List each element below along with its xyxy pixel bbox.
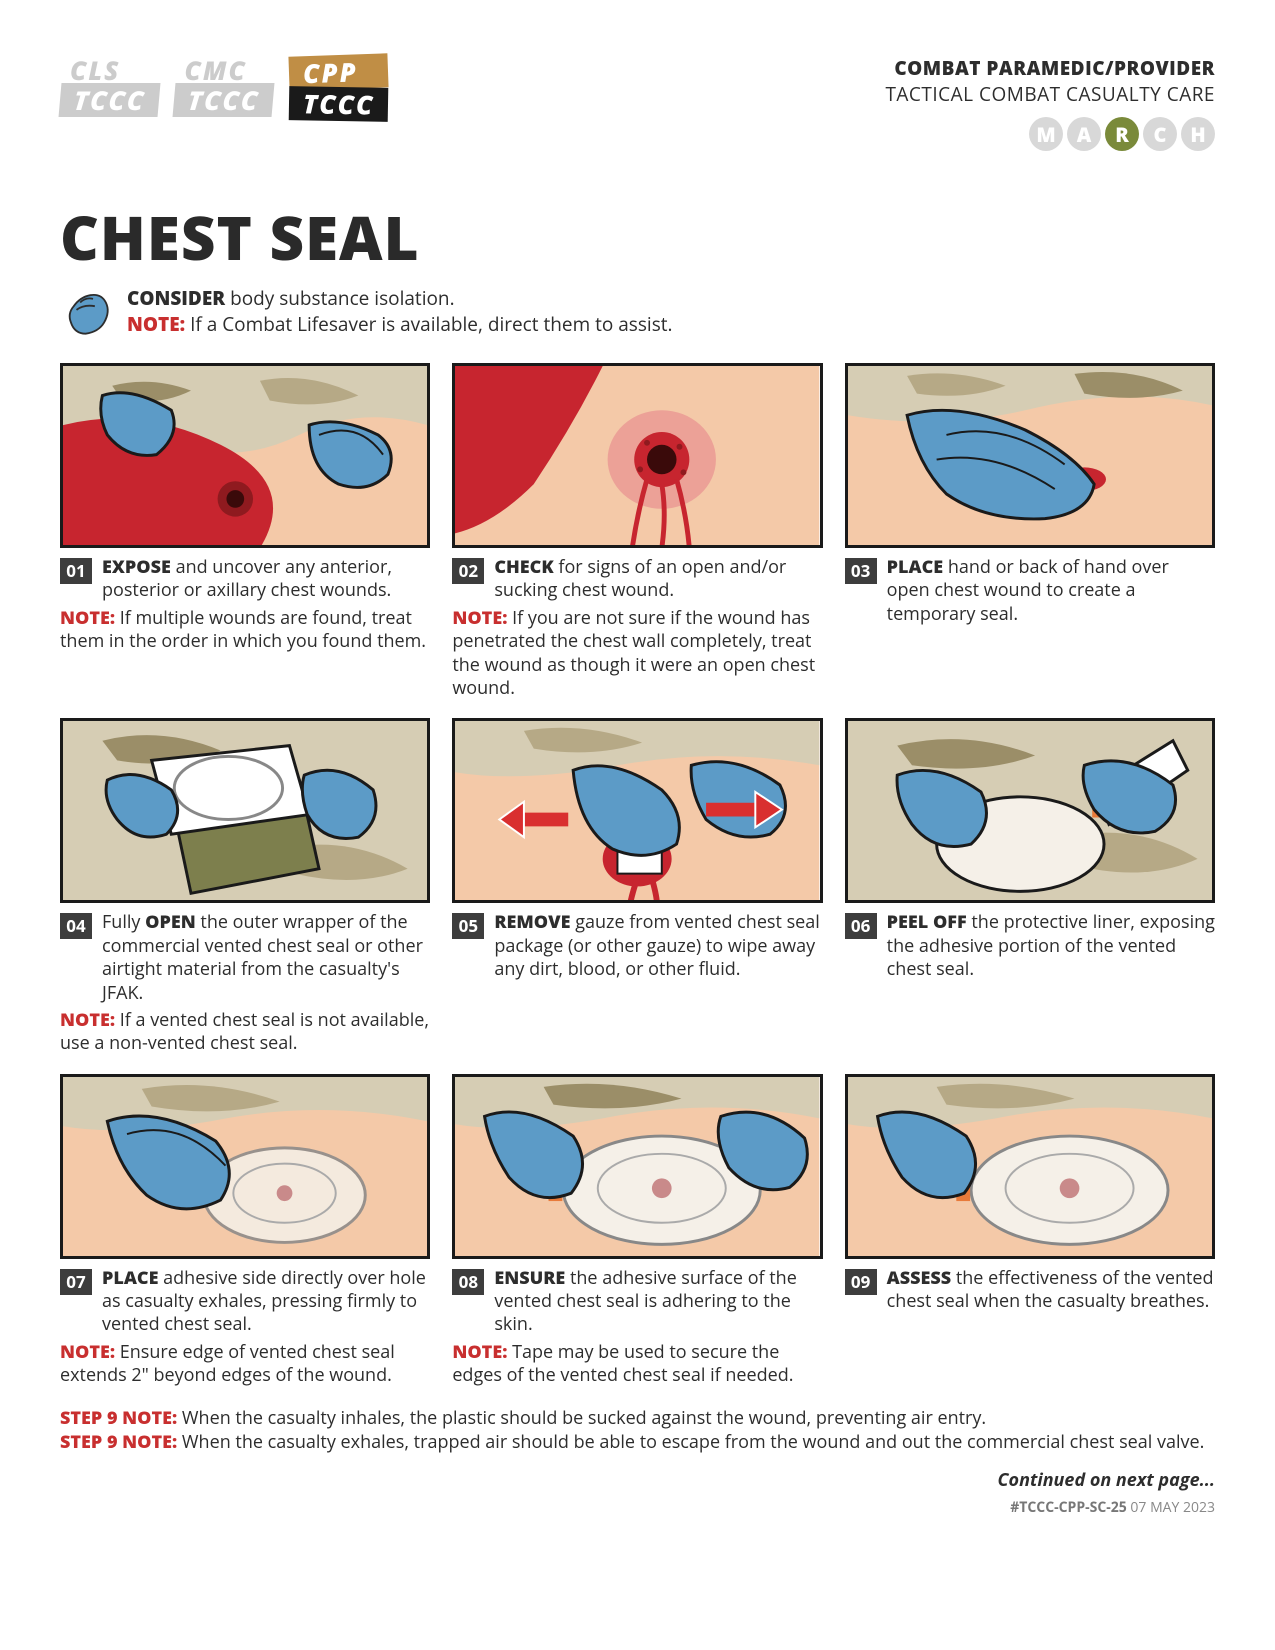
consider-rest: body substance isolation. [225,285,454,311]
step-note: NOTE: If you are not sure if the wound h… [452,607,822,701]
badge-top: CLS [60,55,159,85]
badge-bot: TCCC [289,86,389,122]
consider-bold: CONSIDER [127,285,225,311]
intro-note-rest: If a Combat Lifesaver is available, dire… [185,311,672,337]
step-number: 05 [452,913,484,939]
step-image [845,1074,1215,1259]
step-image [60,363,430,548]
step-text: PLACE hand or back of hand over open che… [887,556,1215,626]
step-text: Fully OPEN the outer wrapper of the comm… [102,911,430,1005]
bottom-note-text: When the casualty inhales, the plastic s… [177,1406,986,1430]
intro-note-label: NOTE: [127,311,185,337]
header-line1: COMBAT PARAMEDIC/PROVIDER [885,55,1215,81]
badge-bot: TCCC [173,83,275,117]
step-text: ENSURE the adhesive surface of the vente… [494,1267,822,1337]
march-r: R [1105,117,1139,151]
step-number: 06 [845,913,877,939]
step-note: NOTE: If a vented chest seal is not avai… [60,1009,430,1056]
step-05: 05 REMOVE gauze from vented chest seal p… [452,718,822,1055]
steps-grid: 01 EXPOSE and uncover any anterior, post… [60,363,1215,1388]
glove-icon [60,286,115,341]
badge-cpp: CPP TCCC [289,55,388,121]
badge-row: CLS TCCC CMC TCCC CPP TCCC [60,55,388,121]
step-02: 02 CHECK for signs of an open and/or suc… [452,363,822,700]
header-line2: TACTICAL COMBAT CASUALTY CARE [885,81,1215,107]
badge-top: CMC [174,55,273,85]
footer-code: #TCCC-CPP-SC-25 [1010,1498,1127,1517]
footer: #TCCC-CPP-SC-25 07 MAY 2023 [60,1498,1215,1517]
step-09: 09 ASSESS the effectiveness of the vente… [845,1074,1215,1388]
step-image [845,363,1215,548]
page-title: CHEST SEAL [60,196,1215,278]
header: CLS TCCC CMC TCCC CPP TCCC COMBAT PARAME… [60,55,1215,151]
step-number: 01 [60,558,92,584]
march-a: A [1067,117,1101,151]
step-text: PLACE adhesive side directly over hole a… [102,1267,430,1337]
march-m: M [1029,117,1063,151]
step-04: 04 Fully OPEN the outer wrapper of the c… [60,718,430,1055]
step-image [60,718,430,903]
march-h: H [1181,117,1215,151]
step-03: 03 PLACE hand or back of hand over open … [845,363,1215,700]
step-image [452,363,822,548]
bottom-note-label: STEP 9 NOTE: [60,1406,177,1430]
intro-text: CONSIDER body substance isolation. NOTE:… [127,286,673,337]
intro-block: CONSIDER body substance isolation. NOTE:… [60,286,1215,341]
continued-text: Continued on next page... [60,1468,1215,1492]
step-text: REMOVE gauze from vented chest seal pack… [494,911,822,981]
step-text: ASSESS the effectiveness of the vented c… [887,1267,1215,1314]
step-image [452,1074,822,1259]
bottom-notes: STEP 9 NOTE: When the casualty inhales, … [60,1406,1215,1455]
step-text: CHECK for signs of an open and/or suckin… [494,556,822,603]
step-08: 08 ENSURE the adhesive surface of the ve… [452,1074,822,1388]
badge-cls: CLS TCCC [60,55,159,117]
step-note: NOTE: Tape may be used to secure the edg… [452,1341,822,1388]
step-image [452,718,822,903]
step-01: 01 EXPOSE and uncover any anterior, post… [60,363,430,700]
step-number: 07 [60,1269,92,1295]
march-indicator: M A R C H [885,117,1215,151]
bottom-note-text: When the casualty exhales, trapped air s… [177,1430,1204,1454]
badge-bot: TCCC [59,83,161,117]
step-image [60,1074,430,1259]
step-note: NOTE: If multiple wounds are found, trea… [60,607,430,654]
step-image [845,718,1215,903]
step-number: 03 [845,558,877,584]
bottom-note-label: STEP 9 NOTE: [60,1430,177,1454]
header-right: COMBAT PARAMEDIC/PROVIDER TACTICAL COMBA… [885,55,1215,151]
step-number: 04 [60,913,92,939]
step-note: NOTE: Ensure edge of vented chest seal e… [60,1341,430,1388]
step-number: 09 [845,1269,877,1295]
march-c: C [1143,117,1177,151]
badge-cmc: CMC TCCC [174,55,273,117]
step-number: 08 [452,1269,484,1295]
step-text: PEEL OFF the protective liner, exposing … [887,911,1215,981]
step-number: 02 [452,558,484,584]
step-07: 07 PLACE adhesive side directly over hol… [60,1074,430,1388]
step-06: 06 PEEL OFF the protective liner, exposi… [845,718,1215,1055]
footer-date: 07 MAY 2023 [1127,1498,1215,1517]
step-text: EXPOSE and uncover any anterior, posteri… [102,556,430,603]
